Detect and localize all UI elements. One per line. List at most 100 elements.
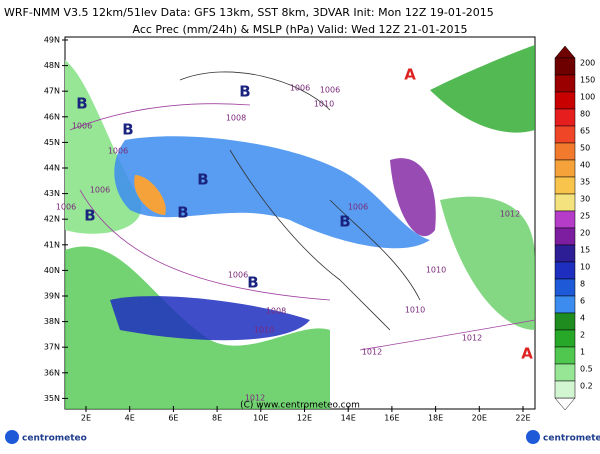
colorbar-swatch	[554, 346, 576, 365]
lat-label: 47N	[44, 87, 60, 96]
lat-label: 35N	[44, 394, 60, 403]
pressure-center: B	[197, 171, 208, 189]
lat-label: 45N	[44, 138, 60, 147]
colorbar-swatch	[554, 193, 576, 212]
lon-label: 22E	[515, 414, 530, 423]
lon-label: 20E	[472, 414, 487, 423]
colorbar-label: 25	[580, 212, 590, 221]
logo-icon	[526, 430, 540, 444]
isobar-label: 1006	[56, 203, 76, 212]
map-area	[64, 36, 536, 410]
colorbar-label: 8	[580, 280, 585, 289]
pressure-center: B	[177, 204, 188, 222]
lat-label: 43N	[44, 189, 60, 198]
lat-label: 38N	[44, 317, 60, 326]
pressure-center: B	[247, 274, 258, 292]
colorbar-swatch	[554, 363, 576, 382]
colorbar-label: 35	[580, 178, 590, 187]
isobar-label: 1008	[266, 307, 286, 316]
colorbar-swatch	[554, 210, 576, 229]
lon-label: 10E	[253, 414, 268, 423]
isobar-label: 1012	[462, 334, 482, 343]
logo-right: centrometeo	[526, 430, 600, 444]
pressure-center: B	[122, 121, 133, 139]
pressure-center: B	[76, 95, 87, 113]
colorbar-label: 65	[580, 127, 590, 136]
isobar-label: 1006	[72, 122, 92, 131]
colorbar-swatch	[554, 329, 576, 348]
colorbar-swatch	[554, 57, 576, 76]
colorbar-swatch	[554, 74, 576, 93]
lat-label: 49N	[44, 36, 60, 45]
isobar-label: 1012	[500, 210, 520, 219]
lon-label: 12E	[297, 414, 312, 423]
lat-label: 37N	[44, 343, 60, 352]
isobar-label: 1006	[90, 186, 110, 195]
lat-label: 41N	[44, 240, 60, 249]
colorbar-swatch	[554, 278, 576, 297]
colorbar-swatch	[554, 244, 576, 263]
header-line1: WRF-NMM V3.5 12km/51lev Data: GFS 13km, …	[4, 6, 494, 19]
colorbar-label: 0.5	[580, 365, 593, 374]
lat-label: 36N	[44, 368, 60, 377]
colorbar-swatch	[554, 295, 576, 314]
isobar-label: 1006	[108, 147, 128, 156]
colorbar-swatch	[554, 261, 576, 280]
precip-area	[430, 45, 535, 133]
isobar-label: 1008	[226, 114, 246, 123]
pressure-center: B	[84, 207, 95, 225]
isobar-label: 1012	[362, 348, 382, 357]
precip-area	[110, 296, 310, 341]
colorbar-swatch	[554, 176, 576, 195]
colorbar-label: 30	[580, 195, 590, 204]
logo-text: centrometeo	[22, 434, 87, 444]
isobar-label: 1010	[254, 326, 274, 335]
lon-label: 18E	[428, 414, 443, 423]
logo-text: centrometeo	[543, 434, 600, 444]
colorbar-label: 6	[580, 297, 585, 306]
lon-label: 2E	[81, 414, 91, 423]
pressure-center: A	[521, 345, 533, 363]
logo-left: centrometeo	[5, 430, 87, 444]
colorbar-label: 0.2	[580, 382, 593, 391]
isobar-label: 1006	[228, 271, 248, 280]
colorbar-label: 20	[580, 229, 590, 238]
colorbar-swatch	[554, 142, 576, 161]
colorbar-label: 40	[580, 161, 590, 170]
precip-area	[440, 196, 535, 330]
isobar-label: 1006	[290, 84, 310, 93]
isobar-label: 1012	[245, 394, 265, 403]
isobar-label: 1006	[348, 203, 368, 212]
logo-icon	[5, 430, 19, 444]
isobar-label: 1010	[426, 266, 446, 275]
colorbar-label: 80	[580, 110, 590, 119]
copyright: (C) www.centrometeo.com	[240, 401, 360, 411]
lon-label: 16E	[384, 414, 399, 423]
colorbar-swatch	[554, 380, 576, 399]
coastline	[179, 71, 421, 331]
colorbar-swatch	[554, 312, 576, 331]
colorbar-swatch	[554, 108, 576, 127]
colorbar-label: 2	[580, 331, 585, 340]
colorbar-label: 200	[580, 59, 595, 68]
precip-core	[134, 175, 166, 215]
colorbar-swatch	[554, 91, 576, 110]
isobar-label: 1006	[320, 86, 340, 95]
colorbar-label: 100	[580, 93, 595, 102]
pressure-center: B	[339, 213, 350, 231]
lat-label: 48N	[44, 61, 60, 70]
colorbar-swatch	[554, 227, 576, 246]
colorbar-label: 150	[580, 76, 595, 85]
colorbar-swatch	[554, 125, 576, 144]
colorbar-label: 10	[580, 263, 590, 272]
lat-label: 42N	[44, 215, 60, 224]
lon-label: 4E	[125, 414, 135, 423]
isobar-label: 1010	[405, 306, 425, 315]
isobar-label: 1010	[314, 100, 334, 109]
header-line2: Acc Prec (mm/24h) & MSLP (hPa) Valid: We…	[132, 23, 467, 36]
colorbar-label: 50	[580, 144, 590, 153]
pressure-center: B	[239, 83, 250, 101]
precip-area	[65, 246, 330, 409]
colorbar-label: 1	[580, 348, 585, 357]
